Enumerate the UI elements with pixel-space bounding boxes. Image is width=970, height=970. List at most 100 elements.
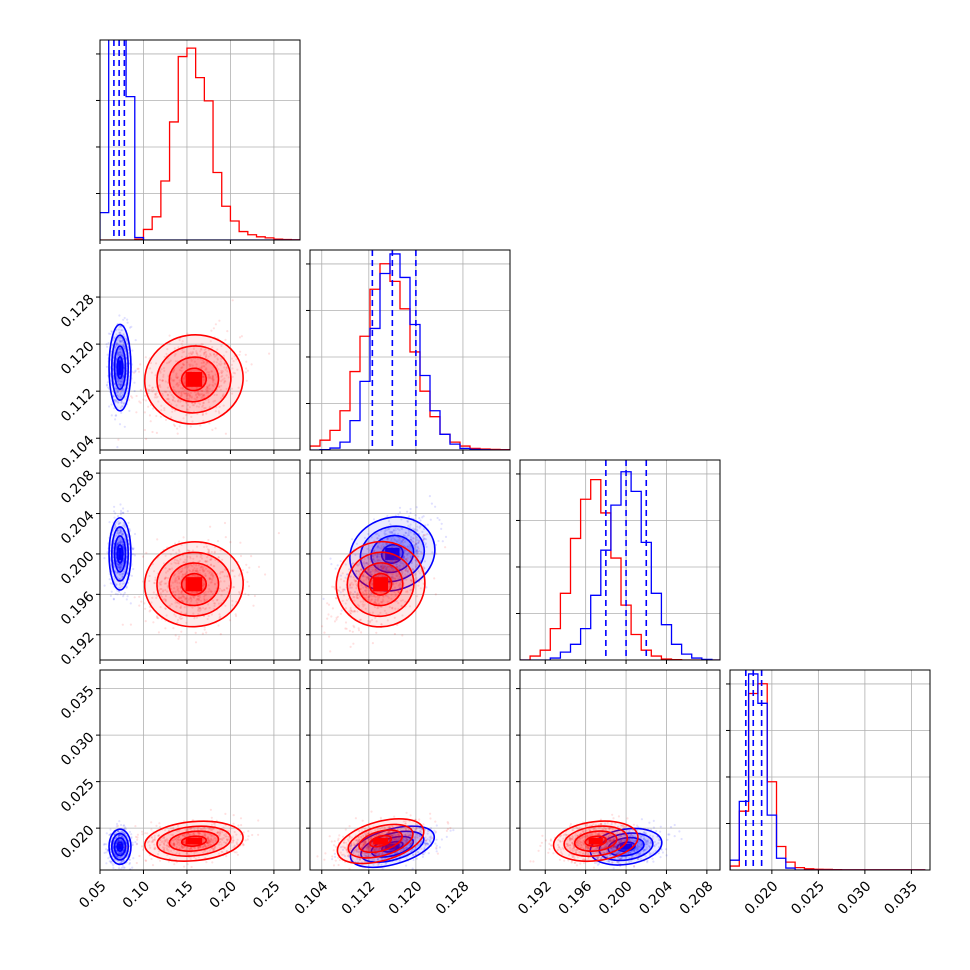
sample-point xyxy=(123,832,127,835)
sample-point xyxy=(235,600,238,603)
sample-point xyxy=(440,527,443,531)
sample-point xyxy=(407,524,410,527)
sample-point xyxy=(154,392,157,396)
y-tick-label: 0.120 xyxy=(58,338,98,378)
sample-point xyxy=(119,852,122,855)
sample-point xyxy=(121,329,124,332)
sample-point xyxy=(422,534,425,537)
sample-point xyxy=(379,565,382,568)
sample-point xyxy=(385,533,388,536)
sample-point xyxy=(205,353,208,356)
sample-point xyxy=(378,546,381,549)
sample-point xyxy=(354,569,358,573)
sample-point xyxy=(179,558,182,561)
sample-point xyxy=(184,598,187,601)
sample-point xyxy=(125,598,128,601)
sample-point xyxy=(167,398,170,401)
sample-point xyxy=(121,533,124,537)
sample-point xyxy=(398,542,401,545)
sample-point xyxy=(412,537,415,540)
sample-point xyxy=(138,604,141,607)
sample-point xyxy=(173,347,176,350)
sample-point xyxy=(396,575,399,578)
sample-point xyxy=(156,615,159,618)
sample-point xyxy=(218,613,221,616)
sample-point xyxy=(401,571,404,574)
sample-point xyxy=(203,594,206,597)
sample-point xyxy=(327,613,330,616)
sample-point xyxy=(438,518,441,522)
sample-point xyxy=(120,575,123,579)
sample-point xyxy=(119,839,122,842)
sample-point xyxy=(121,575,125,578)
sample-point xyxy=(123,347,126,350)
sample-point xyxy=(115,525,118,529)
sample-point xyxy=(176,562,179,565)
sample-point xyxy=(158,850,161,853)
sample-point xyxy=(205,412,208,415)
sample-point xyxy=(195,405,198,408)
sample-point xyxy=(184,597,188,600)
sample-point xyxy=(213,550,216,553)
sample-point xyxy=(202,606,205,610)
sample-point xyxy=(199,555,202,559)
sample-point xyxy=(203,394,206,397)
sample-point xyxy=(408,543,411,547)
sample-point xyxy=(424,533,427,537)
sample-point xyxy=(378,603,381,606)
sample-point xyxy=(366,576,369,579)
sample-point xyxy=(225,366,228,369)
sample-point xyxy=(131,396,134,399)
sample-point xyxy=(118,337,121,340)
sample-point xyxy=(408,546,411,549)
sample-point xyxy=(374,533,377,536)
sample-point xyxy=(353,578,356,582)
sample-point xyxy=(376,545,380,548)
sample-point xyxy=(241,569,245,572)
sample-point xyxy=(200,557,204,560)
sample-point xyxy=(196,353,199,357)
sample-point xyxy=(117,522,120,526)
sample-point xyxy=(372,518,376,521)
sample-point xyxy=(183,865,186,868)
sample-point xyxy=(350,609,353,613)
sample-point xyxy=(397,538,400,542)
sample-point xyxy=(115,342,118,345)
sample-point xyxy=(197,605,200,608)
sample-point xyxy=(174,594,177,597)
sample-point xyxy=(185,408,189,411)
sample-point xyxy=(366,541,369,544)
sample-point xyxy=(382,567,385,570)
sample-point xyxy=(233,355,236,358)
sample-point xyxy=(183,382,186,385)
sample-point xyxy=(397,590,400,593)
sample-point xyxy=(178,593,181,596)
sample-point xyxy=(360,568,363,572)
sample-point xyxy=(219,572,222,575)
sample-point xyxy=(170,567,174,570)
sample-point xyxy=(391,606,394,609)
sample-point xyxy=(374,554,377,557)
sample-point xyxy=(119,852,123,855)
sample-point xyxy=(184,558,187,561)
sample-point xyxy=(186,827,189,830)
sample-point xyxy=(400,527,403,530)
sample-point xyxy=(375,620,378,623)
sample-point xyxy=(185,401,188,404)
sample-point xyxy=(116,856,119,859)
sample-point xyxy=(171,410,174,413)
sample-point xyxy=(354,580,357,583)
sample-point xyxy=(133,554,137,557)
sample-point xyxy=(174,579,177,582)
sample-point xyxy=(393,561,396,564)
sample-point xyxy=(161,379,164,382)
sample-point xyxy=(116,593,119,596)
sample-point xyxy=(145,551,148,555)
sample-point xyxy=(206,388,209,392)
sample-point xyxy=(119,563,122,566)
sample-point xyxy=(410,538,413,541)
panel-frame xyxy=(99,459,301,661)
sample-point xyxy=(106,353,109,356)
sample-point xyxy=(227,376,230,379)
sample-point xyxy=(105,848,108,851)
